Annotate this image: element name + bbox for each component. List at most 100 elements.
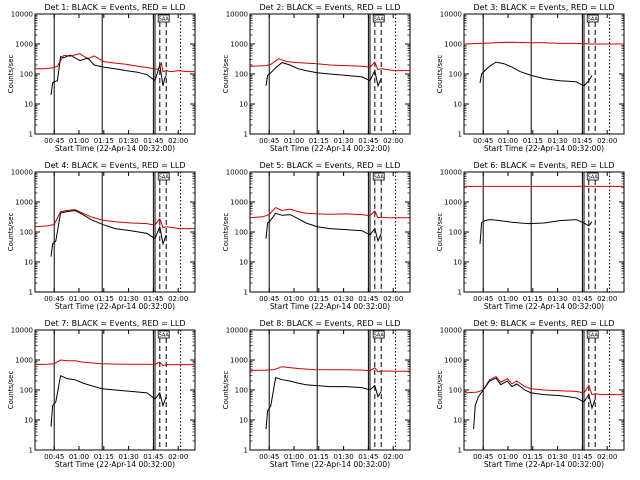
x-tick-label: 01:30 — [119, 453, 139, 461]
x-tick-label: 00:45 — [259, 453, 279, 461]
x-tick-label: 01:45 — [572, 295, 592, 303]
y-tick-label: 100 — [20, 229, 33, 237]
x-tick-label: 00:45 — [44, 453, 64, 461]
x-tick-label: 00:45 — [473, 453, 493, 461]
x-tick-label: 00:45 — [473, 137, 493, 145]
y-axis-label: Counts/sec — [7, 55, 15, 94]
y-tick-label: 10 — [24, 101, 33, 109]
series-line — [479, 61, 593, 87]
x-tick-label: 01:00 — [284, 453, 304, 461]
x-tick-label: 01:15 — [309, 453, 329, 461]
y-tick-label: 10000 — [11, 327, 33, 335]
saa-box — [372, 330, 385, 339]
y-tick-label: 10 — [453, 259, 462, 267]
y-tick-label: 10 — [453, 101, 462, 109]
y-tick-label: 1000 — [230, 199, 248, 207]
saa-box — [157, 172, 170, 181]
x-tick-label: 01:45 — [358, 295, 378, 303]
x-tick-label: 02:00 — [597, 295, 617, 303]
series-line — [265, 376, 382, 430]
x-tick-label: 01:15 — [523, 295, 543, 303]
series-line — [249, 366, 410, 373]
y-tick-label: 1000 — [444, 357, 462, 365]
saa-label: SAA — [588, 333, 599, 339]
x-axis-label: Start Time (22-Apr-14 00:32:00) — [484, 460, 604, 469]
x-tick-label: 00:45 — [44, 295, 64, 303]
y-tick-label: 1000 — [444, 199, 462, 207]
x-tick-label: 00:45 — [473, 295, 493, 303]
y-tick-label: 1000 — [15, 357, 33, 365]
chart-title: Det 5: BLACK = Events, RED = LLD — [260, 161, 401, 170]
x-tick-label: 00:45 — [259, 295, 279, 303]
y-tick-label: 10000 — [226, 327, 248, 335]
x-tick-label: 02:00 — [383, 137, 403, 145]
series-line — [473, 377, 596, 430]
x-tick-label: 01:30 — [548, 137, 568, 145]
y-tick-label: 100 — [20, 387, 33, 395]
x-tick-label: 01:45 — [143, 295, 163, 303]
x-tick-label: 01:30 — [548, 295, 568, 303]
y-tick-label: 1 — [244, 131, 248, 139]
plot-frame — [249, 171, 411, 293]
y-tick-label: 1 — [29, 131, 33, 139]
chart-panel: Det 8: BLACK = Events, RED = LLD 1 10 100 10… — [222, 319, 411, 469]
x-tick-label: 02:00 — [168, 137, 188, 145]
x-tick-label: 02:00 — [383, 453, 403, 461]
y-tick-label: 1000 — [15, 199, 33, 207]
plot-frame — [34, 171, 196, 293]
y-tick-label: 100 — [449, 71, 462, 79]
y-tick-label: 1 — [458, 289, 462, 297]
x-tick-label: 01:30 — [334, 295, 354, 303]
saa-box — [586, 330, 599, 339]
x-axis-label: Start Time (22-Apr-14 00:32:00) — [484, 302, 604, 311]
chart-title: Det 2: BLACK = Events, RED = LLD — [260, 3, 401, 12]
y-tick-label: 10000 — [440, 169, 462, 177]
saa-label: SAA — [374, 333, 385, 339]
y-tick-label: 1000 — [15, 41, 33, 49]
y-tick-label: 10 — [24, 417, 33, 425]
saa-box — [157, 14, 170, 23]
series-line — [50, 54, 167, 96]
x-tick-label: 01:15 — [309, 295, 329, 303]
chart-panel: Det 9: BLACK = Events, RED = LLD 1 10 100 10… — [436, 319, 625, 469]
x-tick-label: 01:30 — [119, 137, 139, 145]
x-tick-label: 01:45 — [572, 453, 592, 461]
chart-title: Det 1: BLACK = Events, RED = LLD — [45, 3, 186, 12]
y-axis-label: Counts/sec — [7, 213, 15, 252]
x-tick-label: 01:15 — [94, 137, 114, 145]
y-tick-label: 1 — [29, 289, 33, 297]
saa-label: SAA — [374, 17, 385, 23]
y-tick-label: 10 — [239, 417, 248, 425]
y-tick-label: 10000 — [440, 327, 462, 335]
x-tick-label: 00:45 — [44, 137, 64, 145]
x-tick-label: 01:45 — [358, 453, 378, 461]
y-axis-label: Counts/sec — [436, 371, 444, 410]
plot-frame — [463, 13, 625, 135]
series-line — [265, 62, 382, 88]
x-tick-label: 01:45 — [358, 137, 378, 145]
y-tick-label: 1 — [244, 289, 248, 297]
plot-frame — [34, 13, 196, 135]
series-line — [265, 212, 382, 243]
x-tick-label: 01:30 — [548, 453, 568, 461]
series-line — [249, 206, 410, 219]
chart-title: Det 9: BLACK = Events, RED = LLD — [474, 319, 615, 328]
saa-box — [586, 172, 599, 181]
chart-panel: Det 3: BLACK = Events, RED = LLD 1 10 100 10… — [436, 3, 625, 153]
y-axis-label: Counts/sec — [436, 213, 444, 252]
chart-title: Det 8: BLACK = Events, RED = LLD — [260, 319, 401, 328]
series-line — [249, 58, 410, 72]
y-tick-label: 10 — [239, 259, 248, 267]
chart-panel: Det 6: BLACK = Events, RED = LLD 1 10 100 10… — [436, 161, 625, 311]
x-tick-label: 01:00 — [284, 137, 304, 145]
y-tick-label: 10000 — [11, 169, 33, 177]
y-tick-label: 10 — [239, 101, 248, 109]
chart-title: Det 7: BLACK = Events, RED = LLD — [45, 319, 186, 328]
y-axis-label: Counts/sec — [222, 55, 230, 94]
y-tick-label: 10000 — [440, 11, 462, 19]
series-line — [34, 359, 195, 367]
x-axis-label: Start Time (22-Apr-14 00:32:00) — [270, 144, 390, 153]
saa-label: SAA — [588, 175, 599, 181]
chart-panel: Det 2: BLACK = Events, RED = LLD 1 10 100 10… — [222, 3, 411, 153]
